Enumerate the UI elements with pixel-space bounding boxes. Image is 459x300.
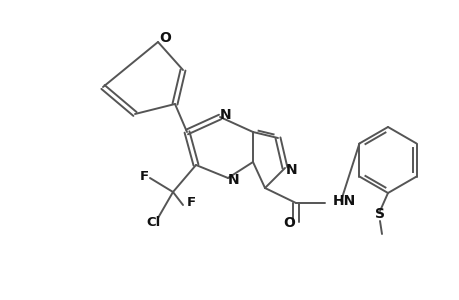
Text: HN: HN (332, 194, 355, 208)
Text: F: F (186, 196, 195, 209)
Text: O: O (159, 31, 171, 45)
Text: N: N (228, 173, 239, 187)
Text: Cl: Cl (146, 217, 161, 230)
Text: F: F (139, 169, 148, 182)
Text: N: N (220, 108, 231, 122)
Text: N: N (285, 163, 297, 177)
Text: O: O (282, 216, 294, 230)
Text: S: S (374, 207, 384, 221)
